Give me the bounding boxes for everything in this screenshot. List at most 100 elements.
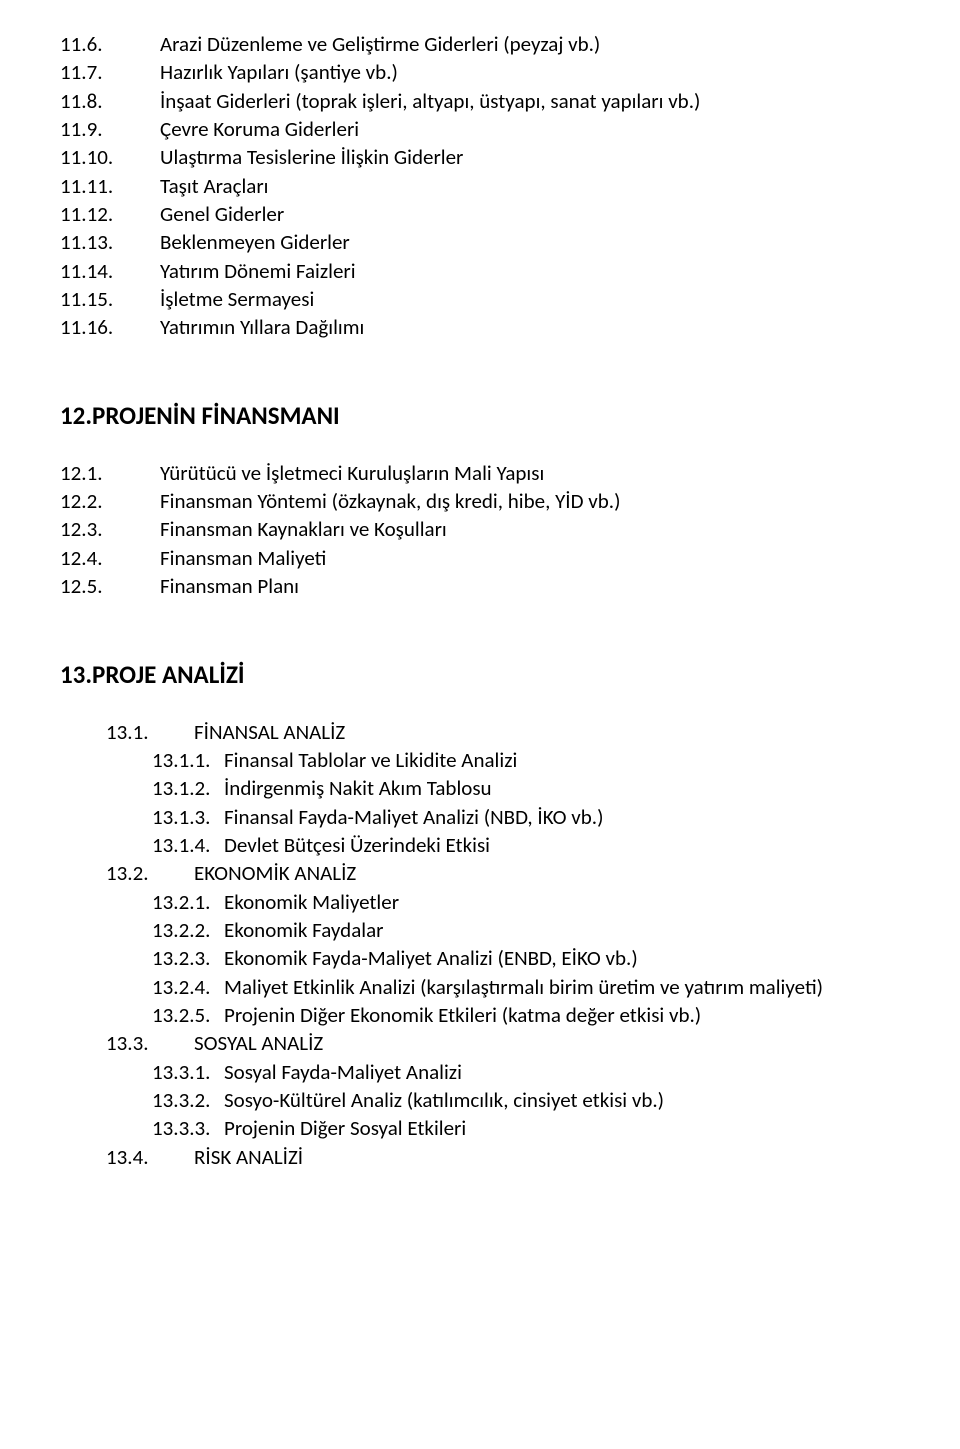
item-number: 13.4. bbox=[106, 1143, 194, 1171]
item-number: 13.2.1. bbox=[152, 888, 224, 916]
list-item: 12.3. Finansman Kaynakları ve Koşulları bbox=[60, 515, 900, 543]
list-item: 13.4. RİSK ANALİZİ bbox=[60, 1143, 900, 1171]
list-item: 11.6. Arazi Düzenleme ve Geliştirme Gide… bbox=[60, 30, 900, 58]
list-item: 11.14. Yatırım Dönemi Faizleri bbox=[60, 257, 900, 285]
item-number: 13.1.1. bbox=[152, 746, 224, 774]
item-text: İndirgenmiş Nakit Akım Tablosu bbox=[224, 774, 900, 802]
item-text: Finansal Fayda-Maliyet Analizi (NBD, İKO… bbox=[224, 803, 900, 831]
item-number: 11.15. bbox=[60, 285, 160, 313]
item-text: Çevre Koruma Giderleri bbox=[160, 115, 900, 143]
list-item: 13.1. FİNANSAL ANALİZ bbox=[60, 718, 900, 746]
item-text: Sosyo-Kültürel Analiz (katılımcılık, cin… bbox=[224, 1086, 900, 1114]
item-text: Finansman Planı bbox=[160, 572, 900, 600]
item-number: 13.1.2. bbox=[152, 774, 224, 802]
list-item: 11.11. Taşıt Araçları bbox=[60, 172, 900, 200]
item-text: Maliyet Etkinlik Analizi (karşılaştırmal… bbox=[224, 973, 900, 1001]
list-item: 13.2.5. Projenin Diğer Ekonomik Etkileri… bbox=[60, 1001, 900, 1029]
list-item: 13.1.4. Devlet Bütçesi Üzerindeki Etkisi bbox=[60, 831, 900, 859]
section-13-group-2: 13.2. EKONOMİK ANALİZ 13.2.1. Ekonomik M… bbox=[60, 859, 900, 1029]
list-item: 13.3.2. Sosyo-Kültürel Analiz (katılımcı… bbox=[60, 1086, 900, 1114]
list-item: 11.16. Yatırımın Yıllara Dağılımı bbox=[60, 313, 900, 341]
list-item: 11.10. Ulaştırma Tesislerine İlişkin Gid… bbox=[60, 143, 900, 171]
item-number: 11.7. bbox=[60, 58, 160, 86]
item-text: İnşaat Giderleri (toprak işleri, altyapı… bbox=[160, 87, 900, 115]
item-text: Yürütücü ve İşletmeci Kuruluşların Mali … bbox=[160, 459, 900, 487]
item-text: Finansman Kaynakları ve Koşulları bbox=[160, 515, 900, 543]
list-item: 12.1. Yürütücü ve İşletmeci Kuruluşların… bbox=[60, 459, 900, 487]
list-item: 12.4. Finansman Maliyeti bbox=[60, 544, 900, 572]
list-item: 13.2.1. Ekonomik Maliyetler bbox=[60, 888, 900, 916]
list-item: 11.9. Çevre Koruma Giderleri bbox=[60, 115, 900, 143]
item-number: 12.4. bbox=[60, 544, 160, 572]
item-text: EKONOMİK ANALİZ bbox=[194, 859, 900, 887]
list-item: 11.15. İşletme Sermayesi bbox=[60, 285, 900, 313]
item-text: Sosyal Fayda-Maliyet Analizi bbox=[224, 1058, 900, 1086]
item-number: 13.3.3. bbox=[152, 1114, 224, 1142]
item-number: 11.11. bbox=[60, 172, 160, 200]
item-text: SOSYAL ANALİZ bbox=[194, 1029, 900, 1057]
item-text: Arazi Düzenleme ve Geliştirme Giderleri … bbox=[160, 30, 900, 58]
item-text: Hazırlık Yapıları (şantiye vb.) bbox=[160, 58, 900, 86]
list-item: 11.12. Genel Giderler bbox=[60, 200, 900, 228]
list-item: 13.3.3. Projenin Diğer Sosyal Etkileri bbox=[60, 1114, 900, 1142]
item-text: Yatırım Dönemi Faizleri bbox=[160, 257, 900, 285]
list-item: 13.2.3. Ekonomik Fayda-Maliyet Analizi (… bbox=[60, 944, 900, 972]
list-item: 13.2.2. Ekonomik Faydalar bbox=[60, 916, 900, 944]
list-item: 13.1.3. Finansal Fayda-Maliyet Analizi (… bbox=[60, 803, 900, 831]
item-text: Yatırımın Yıllara Dağılımı bbox=[160, 313, 900, 341]
item-text: Ekonomik Fayda-Maliyet Analizi (ENBD, Eİ… bbox=[224, 944, 900, 972]
list-item: 12.2. Finansman Yöntemi (özkaynak, dış k… bbox=[60, 487, 900, 515]
item-text: RİSK ANALİZİ bbox=[194, 1143, 900, 1171]
item-text: Beklenmeyen Giderler bbox=[160, 228, 900, 256]
item-number: 11.10. bbox=[60, 143, 160, 171]
item-number: 11.9. bbox=[60, 115, 160, 143]
item-text: Ekonomik Maliyetler bbox=[224, 888, 900, 916]
section-12-heading: 12.PROJENİN FİNANSMANI bbox=[60, 400, 900, 431]
document-page: 11.6. Arazi Düzenleme ve Geliştirme Gide… bbox=[0, 0, 960, 1211]
list-item: 13.1.1. Finansal Tablolar ve Likidite An… bbox=[60, 746, 900, 774]
list-item: 11.7. Hazırlık Yapıları (şantiye vb.) bbox=[60, 58, 900, 86]
section-13-group-1: 13.1. FİNANSAL ANALİZ 13.1.1. Finansal T… bbox=[60, 718, 900, 860]
item-number: 12.3. bbox=[60, 515, 160, 543]
item-text: Genel Giderler bbox=[160, 200, 900, 228]
item-number: 12.2. bbox=[60, 487, 160, 515]
item-text: Finansal Tablolar ve Likidite Analizi bbox=[224, 746, 900, 774]
item-number: 13.3.2. bbox=[152, 1086, 224, 1114]
item-text: Ekonomik Faydalar bbox=[224, 916, 900, 944]
list-item: 13.3. SOSYAL ANALİZ bbox=[60, 1029, 900, 1057]
list-item: 11.8. İnşaat Giderleri (toprak işleri, a… bbox=[60, 87, 900, 115]
section-13-group-4: 13.4. RİSK ANALİZİ bbox=[60, 1143, 900, 1171]
item-text: Devlet Bütçesi Üzerindeki Etkisi bbox=[224, 831, 900, 859]
item-text: İşletme Sermayesi bbox=[160, 285, 900, 313]
item-number: 13.2.2. bbox=[152, 916, 224, 944]
item-text: FİNANSAL ANALİZ bbox=[194, 718, 900, 746]
item-number: 13.2.3. bbox=[152, 944, 224, 972]
item-number: 13.2.4. bbox=[152, 973, 224, 1001]
section-13-group-3: 13.3. SOSYAL ANALİZ 13.3.1. Sosyal Fayda… bbox=[60, 1029, 900, 1142]
list-item: 13.2.4. Maliyet Etkinlik Analizi (karşıl… bbox=[60, 973, 900, 1001]
item-text: Ulaştırma Tesislerine İlişkin Giderler bbox=[160, 143, 900, 171]
list-item: 13.3.1. Sosyal Fayda-Maliyet Analizi bbox=[60, 1058, 900, 1086]
item-number: 11.12. bbox=[60, 200, 160, 228]
item-number: 11.8. bbox=[60, 87, 160, 115]
section-12-items: 12.1. Yürütücü ve İşletmeci Kuruluşların… bbox=[60, 459, 900, 601]
item-number: 13.3.1. bbox=[152, 1058, 224, 1086]
item-number: 11.13. bbox=[60, 228, 160, 256]
item-number: 11.16. bbox=[60, 313, 160, 341]
list-item: 13.2. EKONOMİK ANALİZ bbox=[60, 859, 900, 887]
item-number: 11.6. bbox=[60, 30, 160, 58]
item-number: 12.5. bbox=[60, 572, 160, 600]
item-number: 11.14. bbox=[60, 257, 160, 285]
item-number: 13.1. bbox=[106, 718, 194, 746]
item-text: Projenin Diğer Ekonomik Etkileri (katma … bbox=[224, 1001, 900, 1029]
item-number: 13.1.4. bbox=[152, 831, 224, 859]
list-item: 11.13. Beklenmeyen Giderler bbox=[60, 228, 900, 256]
list-item: 13.1.2. İndirgenmiş Nakit Akım Tablosu bbox=[60, 774, 900, 802]
item-number: 13.2. bbox=[106, 859, 194, 887]
list-item: 12.5. Finansman Planı bbox=[60, 572, 900, 600]
section-11-items: 11.6. Arazi Düzenleme ve Geliştirme Gide… bbox=[60, 30, 900, 342]
item-number: 13.1.3. bbox=[152, 803, 224, 831]
item-text: Taşıt Araçları bbox=[160, 172, 900, 200]
section-13-heading: 13.PROJE ANALİZİ bbox=[60, 659, 900, 690]
item-text: Finansman Yöntemi (özkaynak, dış kredi, … bbox=[160, 487, 900, 515]
